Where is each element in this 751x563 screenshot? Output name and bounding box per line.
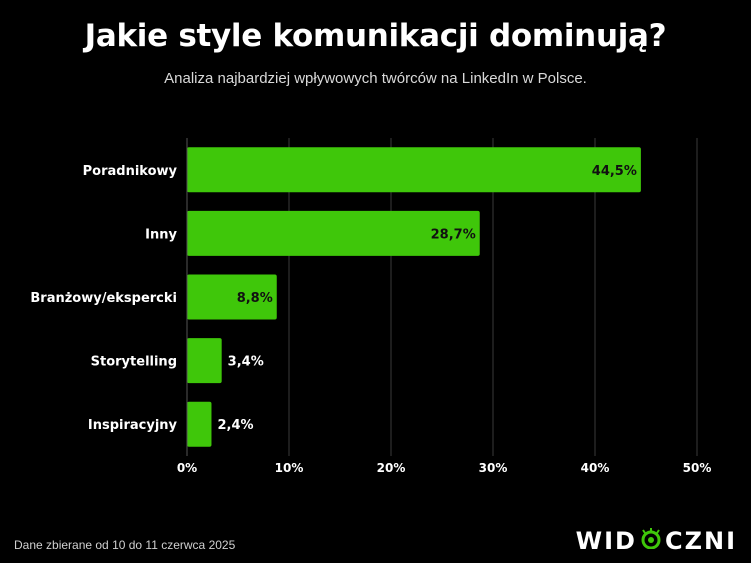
bar	[187, 338, 222, 384]
logo-text-left: WID	[575, 527, 637, 555]
x-tick-label: 0%	[177, 461, 197, 475]
x-tick-label: 50%	[683, 461, 712, 475]
value-label: 8,8%	[237, 291, 273, 306]
brand-logo: WID CZNI	[576, 527, 737, 555]
value-label: 2,4%	[217, 418, 253, 433]
bar	[187, 210, 480, 256]
x-tick-label: 40%	[581, 461, 610, 475]
chart-title: Jakie style komunikacji dominują?	[84, 18, 667, 54]
x-tick-label: 30%	[479, 461, 508, 475]
category-label: Poradnikowy	[83, 164, 178, 179]
bar	[187, 401, 212, 447]
bar	[187, 274, 277, 320]
eye-icon	[638, 527, 664, 555]
value-label: 3,4%	[228, 355, 264, 370]
x-tick-label: 10%	[275, 461, 304, 475]
category-label: Storytelling	[91, 355, 177, 370]
category-label: Inspiracyjny	[88, 418, 178, 433]
value-label: 28,7%	[431, 227, 476, 242]
category-label: Inny	[145, 227, 177, 242]
chart-subtitle: Analiza najbardziej wpływowych twórców n…	[164, 70, 587, 87]
value-label: 44,5%	[592, 164, 637, 179]
logo-text-right: CZNI	[664, 527, 737, 555]
category-label: Branżowy/ekspercki	[30, 291, 177, 306]
data-source-note: Dane zbierane od 10 do 11 czerwca 2025	[14, 538, 236, 552]
bar	[187, 147, 641, 193]
x-tick-label: 20%	[377, 461, 406, 475]
